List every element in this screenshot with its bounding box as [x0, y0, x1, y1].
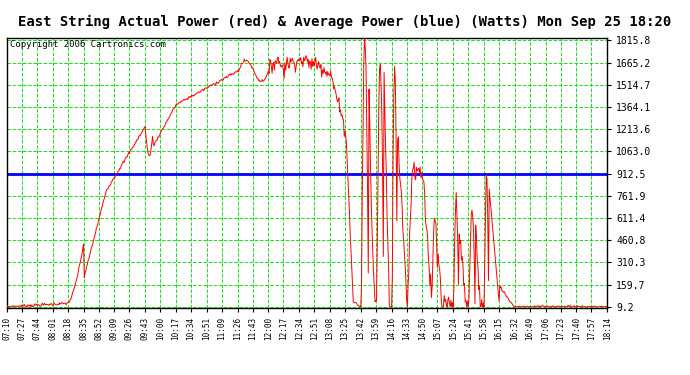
- Text: East String Actual Power (red) & Average Power (blue) (Watts) Mon Sep 25 18:20: East String Actual Power (red) & Average…: [19, 15, 671, 29]
- Text: Copyright 2006 Cartronics.com: Copyright 2006 Cartronics.com: [10, 40, 166, 49]
